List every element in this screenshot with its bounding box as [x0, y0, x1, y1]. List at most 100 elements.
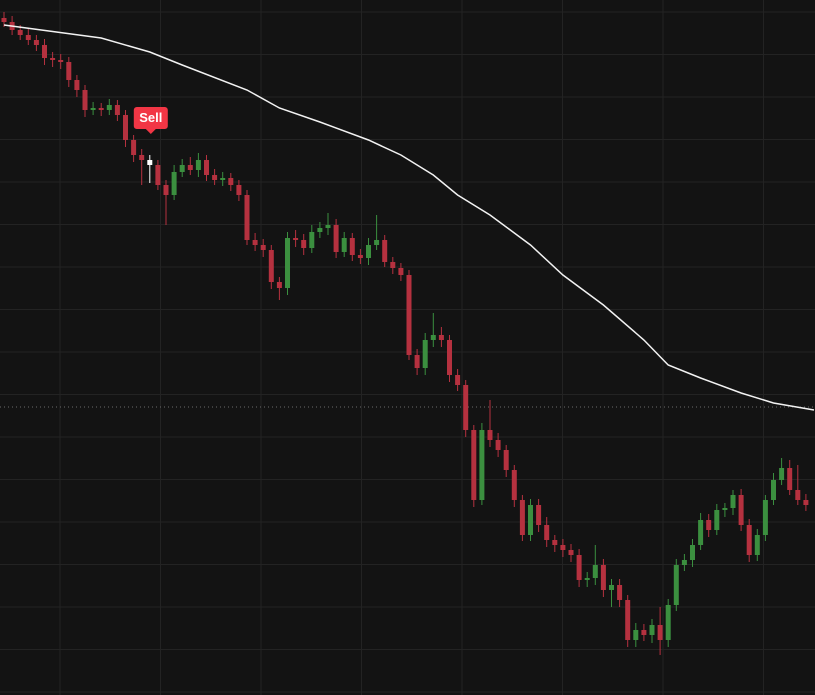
candle-body: [552, 540, 558, 545]
candle-body: [74, 80, 80, 90]
candle-body: [309, 232, 315, 248]
candle-body: [503, 450, 509, 470]
candle-body: [204, 160, 209, 175]
candle-body: [730, 495, 736, 508]
candle-body: [754, 535, 760, 555]
candle-body: [17, 30, 23, 35]
candle-body: [366, 245, 371, 258]
candle-body: [163, 185, 169, 195]
candle-body: [714, 510, 720, 530]
candle-body: [374, 240, 380, 245]
candle-body: [430, 335, 436, 340]
candle-body: [487, 430, 493, 440]
candle-body: [98, 108, 104, 110]
candle-body: [528, 505, 533, 535]
signal-box: [133, 107, 168, 129]
candle-body: [560, 545, 566, 550]
candle-body: [42, 45, 47, 58]
candle-body: [625, 600, 631, 640]
candle-body: [212, 175, 218, 180]
candle-body: [536, 505, 542, 525]
candle-body: [171, 172, 177, 195]
candle-body: [325, 225, 331, 228]
candle-body: [276, 282, 282, 288]
candle-body: [576, 555, 582, 580]
candle-body: [649, 625, 655, 635]
candle-body: [25, 35, 31, 40]
candle-body: [341, 238, 347, 252]
candle-body: [584, 578, 590, 580]
candle-body: [414, 355, 420, 368]
candle-body: [114, 105, 120, 115]
candle-body: [592, 565, 598, 578]
candle-body: [236, 185, 242, 195]
candle-body: [479, 430, 485, 500]
candle-body: [187, 165, 193, 170]
candle-body: [349, 238, 355, 255]
candle-body: [82, 90, 88, 110]
candle-body: [633, 630, 639, 640]
candle-body: [106, 105, 112, 110]
candle-body: [131, 140, 137, 155]
candle-body: [317, 228, 323, 232]
candle-body: [771, 480, 776, 500]
candle-body: [66, 62, 72, 80]
candle-body: [665, 605, 671, 640]
candle-body: [390, 262, 396, 268]
candle-body: [406, 275, 412, 355]
candle-body: [762, 500, 768, 535]
candle-body: [382, 240, 388, 262]
candle-body: [293, 238, 299, 240]
candle-body: [722, 508, 728, 510]
candle-body: [123, 115, 128, 140]
candle-body: [463, 385, 469, 430]
candle-body: [690, 545, 695, 560]
candle-body: [301, 240, 307, 248]
candle-body: [228, 178, 234, 185]
candle-body: [244, 195, 250, 240]
candle-body: [285, 238, 290, 288]
candle-body: [260, 245, 266, 250]
candle-body: [544, 525, 550, 540]
moving-average-line: [3, 24, 815, 411]
candle-body: [803, 500, 809, 505]
candle-body: [609, 585, 614, 590]
candle-body: [90, 108, 96, 110]
candle-body: [568, 550, 574, 555]
candle-body: [706, 520, 712, 530]
candle-body: [147, 160, 153, 165]
candle-body: [779, 468, 785, 480]
candle-body: [438, 335, 444, 340]
candle-body: [447, 340, 452, 375]
candle-body: [422, 340, 428, 368]
candle-body: [617, 585, 623, 600]
candle-body: [455, 375, 461, 385]
candle-body: [155, 165, 161, 185]
candle-body: [195, 160, 201, 170]
candle-body: [657, 625, 663, 640]
signal-pointer: [145, 129, 156, 134]
candle-body: [511, 470, 517, 500]
candle-body: [519, 500, 525, 535]
candle-body: [495, 440, 501, 450]
candle-body: [471, 430, 477, 500]
candle-body: [252, 240, 258, 245]
candle-body: [787, 468, 793, 490]
candle-body: [600, 565, 606, 590]
candle-body: [641, 630, 647, 635]
candle-body: [220, 178, 226, 180]
candle-body: [398, 268, 404, 275]
candle-body: [795, 490, 801, 500]
candle-body: [33, 40, 39, 45]
candle-body: [698, 520, 704, 545]
candle-body: [333, 225, 339, 252]
candle-body: [139, 155, 145, 160]
candle-body: [1, 18, 7, 22]
candle-body: [746, 525, 752, 555]
candle-body: [681, 560, 687, 565]
candle-body: [673, 565, 679, 605]
candle-body: [268, 250, 274, 282]
